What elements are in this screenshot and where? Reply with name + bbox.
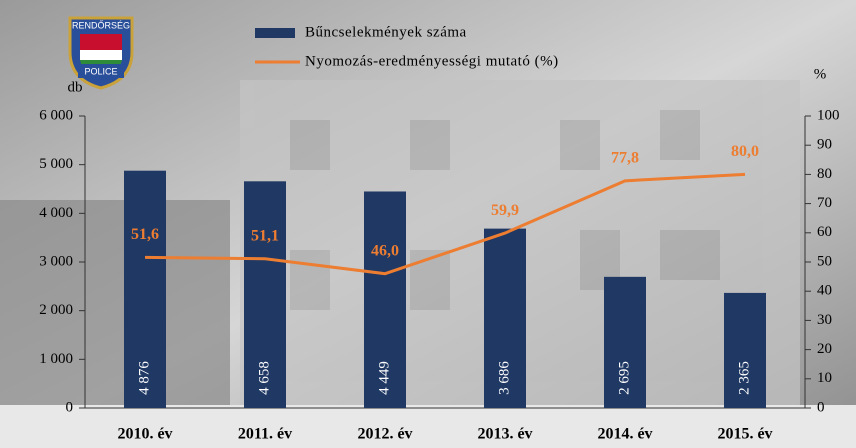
line-value-label: 80,0 (731, 143, 759, 160)
y2-tick-label: 60 (817, 224, 832, 240)
y2-axis-label: % (814, 66, 827, 82)
x-tick-label: 2015. év (717, 426, 772, 443)
y2-tick-label: 70 (817, 195, 832, 211)
line-value-label: 51,6 (131, 226, 159, 243)
line-value-label: 51,1 (251, 227, 279, 244)
y-tick-label: 3 000 (39, 253, 73, 269)
legend-label: Bűncselekmények száma (305, 24, 467, 40)
bar-value-label: 4 449 (376, 361, 392, 395)
y-axis-label: db (68, 79, 83, 95)
logo: RENDŐRSÉG POLICE (70, 18, 132, 88)
y2-tick-label: 40 (817, 283, 832, 299)
x-tick-label: 2012. év (357, 426, 412, 443)
y2-tick-label: 10 (817, 370, 832, 386)
y-tick-label: 4 000 (39, 205, 73, 221)
x-tick-label: 2010. év (117, 426, 172, 443)
legend-label: Nyomozás-eredményességi mutató (%) (305, 53, 559, 69)
y2-tick-label: 20 (817, 341, 832, 357)
y-tick-label: 6 000 (39, 107, 73, 123)
legend-swatch (255, 28, 295, 38)
y2-tick-label: 90 (817, 137, 832, 153)
logo-text: POLICE (84, 66, 117, 76)
line-value-label: 59,9 (491, 202, 519, 219)
x-tick-label: 2013. év (477, 426, 532, 443)
y2-tick-label: 50 (817, 253, 832, 269)
bar-value-label: 3 686 (496, 361, 512, 395)
y-tick-label: 0 (66, 399, 74, 415)
bar-value-label: 4 876 (136, 361, 152, 395)
chart: RENDŐRSÉG POLICE db % 0 1 000 2 000 3 000 4 … (0, 0, 856, 448)
bar-value-label: 2 695 (616, 361, 632, 395)
x-tick-label: 2011. év (238, 426, 292, 443)
y2-tick-label: 80 (817, 166, 832, 182)
bar-value-label: 2 365 (736, 361, 752, 395)
line-value-label: 77,8 (611, 149, 639, 166)
line-value-label: 46,0 (371, 242, 399, 259)
y2-tick-label: 0 (817, 399, 825, 415)
x-tick-label: 2014. év (597, 426, 652, 443)
y-tick-label: 5 000 (39, 156, 73, 172)
y2-tick-label: 100 (817, 107, 840, 123)
bar-value-label: 4 658 (256, 361, 272, 395)
y-tick-label: 2 000 (39, 302, 73, 318)
logo-text: RENDŐRSÉG (72, 20, 130, 30)
y-tick-label: 1 000 (39, 351, 73, 367)
y2-tick-label: 30 (817, 312, 832, 328)
